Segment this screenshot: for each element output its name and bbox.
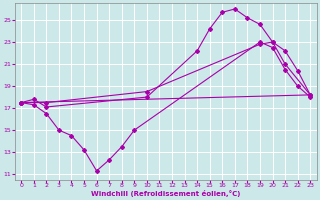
X-axis label: Windchill (Refroidissement éolien,°C): Windchill (Refroidissement éolien,°C) [91, 190, 240, 197]
